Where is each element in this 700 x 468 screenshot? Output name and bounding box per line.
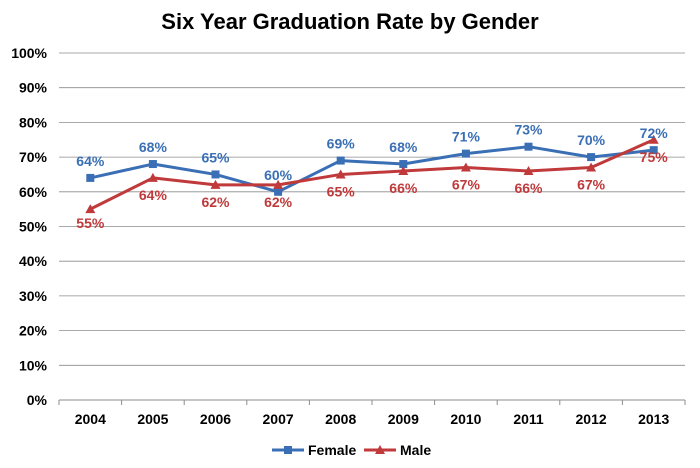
x-tick-label: 2010 <box>450 411 481 427</box>
y-tick-label: 100% <box>11 45 47 61</box>
point-male <box>85 204 96 214</box>
data-label-female: 71% <box>452 129 481 145</box>
legend-item-female: Female <box>272 442 356 458</box>
point-female <box>336 156 345 165</box>
x-axis: 2004 2005 2006 2007 2008 2009 2010 2011 2012 2013 <box>58 400 686 427</box>
series-layer <box>85 134 659 214</box>
y-tick-label: 10% <box>19 357 48 373</box>
point-female <box>148 160 157 169</box>
y-tick-label: 30% <box>19 288 48 304</box>
y-tick-label: 80% <box>19 114 48 130</box>
data-label-male: 66% <box>514 180 543 196</box>
chart-title: Six Year Graduation Rate by Gender <box>161 9 539 34</box>
data-label-female: 65% <box>201 149 230 165</box>
y-tick-label: 90% <box>19 80 48 96</box>
data-label-female: 68% <box>389 139 418 155</box>
legend-label: Male <box>400 442 431 458</box>
y-tick-label: 50% <box>19 219 48 235</box>
point-male <box>210 179 221 189</box>
x-tick-label: 2004 <box>75 411 106 427</box>
legend: Female Male <box>272 442 431 458</box>
y-tick-label: 40% <box>19 253 48 269</box>
gridlines <box>59 52 685 401</box>
data-label-male: 67% <box>577 177 606 193</box>
y-tick-label: 0% <box>27 392 48 408</box>
series-line-male <box>89 138 655 211</box>
point-male <box>648 134 659 144</box>
data-label-female: 69% <box>327 136 356 152</box>
point-female <box>649 146 658 155</box>
legend-marker-triangle <box>375 445 385 454</box>
y-tick-label: 60% <box>19 184 48 200</box>
point-female <box>274 187 283 196</box>
data-label-female: 70% <box>577 132 606 148</box>
x-tick-label: 2007 <box>263 411 294 427</box>
data-label-male: 65% <box>327 183 356 199</box>
data-label-female: 64% <box>76 153 105 169</box>
point-female <box>86 173 95 182</box>
point-male <box>398 165 409 175</box>
data-label-male: 62% <box>201 194 230 210</box>
point-female <box>524 142 533 151</box>
series-line-female <box>89 145 654 194</box>
point-female <box>587 153 596 162</box>
point-male <box>586 162 597 172</box>
data-label-male: 66% <box>389 180 418 196</box>
data-labels: 64% 68% 65% 60% 69% 68% 71% 73% 70% 72% 55% 64% 62% 6… <box>76 122 668 231</box>
data-label-male: 62% <box>264 194 293 210</box>
y-tick-label: 70% <box>19 149 48 165</box>
point-female <box>461 149 470 158</box>
legend-label: Female <box>308 442 356 458</box>
data-label-male: 67% <box>452 177 481 193</box>
x-tick-label: 2005 <box>137 411 168 427</box>
data-label-male: 55% <box>76 215 105 231</box>
x-tick-label: 2012 <box>576 411 607 427</box>
point-male <box>460 162 471 172</box>
data-label-male: 75% <box>640 149 669 165</box>
x-tick-label: 2006 <box>200 411 231 427</box>
point-male <box>147 172 158 182</box>
legend-item-male: Male <box>364 442 431 458</box>
y-axis: 0% 10% 20% 30% 40% 50% 60% 70% 80% 90% 100% <box>11 45 47 408</box>
point-male <box>523 165 534 175</box>
data-label-female: 60% <box>264 167 293 183</box>
point-male <box>335 169 346 179</box>
point-female <box>399 160 408 169</box>
x-tick-label: 2013 <box>638 411 669 427</box>
data-label-female: 72% <box>640 125 669 141</box>
x-tick-label: 2008 <box>325 411 356 427</box>
point-male <box>273 179 284 189</box>
x-tick-label: 2011 <box>513 411 544 427</box>
data-label-male: 64% <box>139 187 168 203</box>
x-tick-label: 2009 <box>388 411 419 427</box>
data-label-female: 73% <box>514 122 543 138</box>
y-tick-label: 20% <box>19 323 48 339</box>
point-female <box>211 170 220 179</box>
data-label-female: 68% <box>139 139 168 155</box>
legend-marker-square <box>284 446 292 454</box>
